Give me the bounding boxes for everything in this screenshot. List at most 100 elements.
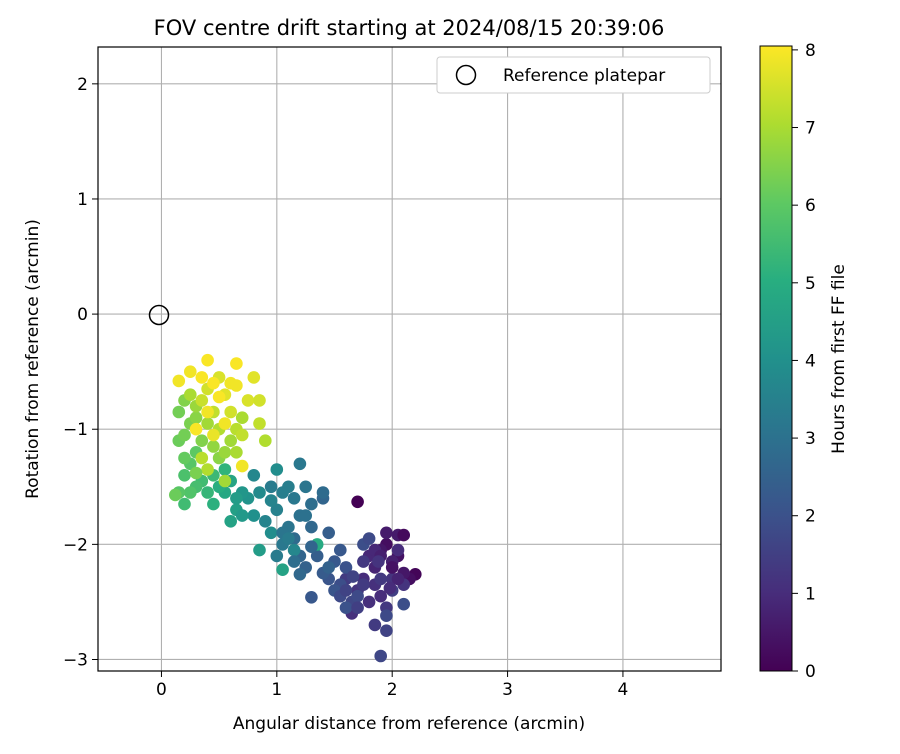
reference-platepar-marker bbox=[148, 304, 170, 326]
data-point bbox=[362, 532, 376, 545]
colorbar-tick-label: 0 bbox=[805, 662, 816, 682]
data-point bbox=[247, 509, 261, 522]
data-point bbox=[322, 526, 336, 540]
colorbar-tick-label: 4 bbox=[805, 351, 816, 371]
legend-marker-icon bbox=[455, 64, 477, 86]
data-point bbox=[385, 561, 399, 574]
data-point bbox=[207, 440, 220, 453]
data-point bbox=[178, 428, 191, 442]
colorbar-tick-label: 2 bbox=[805, 507, 816, 527]
data-point bbox=[247, 371, 261, 384]
data-point bbox=[305, 520, 318, 534]
data-point bbox=[299, 480, 313, 494]
grid bbox=[98, 47, 721, 671]
data-point bbox=[374, 572, 388, 586]
data-point bbox=[264, 494, 278, 507]
data-point bbox=[339, 601, 353, 614]
x-axis-ticks: 0 1 2 3 4 bbox=[156, 671, 628, 700]
data-point bbox=[218, 446, 232, 459]
data-point bbox=[224, 515, 237, 528]
colorbar-tick-label: 1 bbox=[805, 584, 816, 604]
data-point bbox=[305, 591, 318, 604]
data-point bbox=[270, 503, 284, 517]
data-point bbox=[351, 601, 364, 614]
data-point bbox=[287, 492, 301, 505]
data-point bbox=[293, 457, 307, 471]
data-point bbox=[235, 509, 249, 522]
data-point bbox=[287, 543, 301, 557]
data-point bbox=[339, 561, 353, 574]
data-point bbox=[368, 618, 382, 632]
data-point bbox=[201, 486, 214, 499]
data-point bbox=[218, 474, 232, 488]
data-point bbox=[241, 394, 255, 407]
data-point bbox=[178, 497, 191, 511]
x-tick-label: 3 bbox=[502, 680, 513, 700]
data-point bbox=[322, 561, 336, 574]
data-point bbox=[235, 428, 249, 442]
plot-frame bbox=[97, 46, 722, 672]
colorbar-tick-label: 7 bbox=[805, 119, 816, 139]
data-point bbox=[316, 486, 330, 499]
data-point bbox=[201, 417, 214, 430]
data-point bbox=[172, 405, 186, 419]
data-point bbox=[380, 526, 393, 540]
data-point bbox=[218, 417, 232, 430]
data-point bbox=[259, 515, 272, 528]
data-point bbox=[374, 589, 388, 603]
data-point bbox=[230, 492, 243, 505]
y-tick-label: −1 bbox=[63, 420, 88, 440]
data-point bbox=[178, 469, 191, 482]
data-point bbox=[299, 509, 313, 522]
data-point bbox=[357, 555, 370, 568]
data-point bbox=[184, 486, 197, 499]
colorbar-tick-label: 8 bbox=[805, 41, 816, 61]
data-point bbox=[207, 428, 220, 442]
data-point bbox=[346, 570, 360, 583]
data-point bbox=[201, 463, 214, 476]
legend: Reference platepar bbox=[436, 56, 711, 94]
colorbar-tick-label: 6 bbox=[805, 196, 816, 216]
x-tick-label: 0 bbox=[156, 680, 167, 700]
data-point bbox=[218, 463, 232, 476]
x-tick-label: 4 bbox=[618, 680, 629, 700]
data-point bbox=[391, 543, 405, 557]
colorbar-ticks: 0 1 2 3 4 5 6 7 8 bbox=[792, 41, 816, 682]
data-point bbox=[212, 390, 226, 404]
colorbar-tick-label: 3 bbox=[805, 429, 816, 449]
data-point bbox=[195, 434, 209, 448]
data-point bbox=[230, 446, 243, 459]
colorbar-gradient bbox=[759, 45, 793, 672]
data-point bbox=[380, 609, 393, 622]
x-tick-label: 1 bbox=[271, 680, 282, 700]
data-point bbox=[247, 469, 261, 482]
data-point bbox=[195, 451, 209, 465]
data-point bbox=[184, 388, 197, 402]
data-point bbox=[189, 466, 203, 480]
data-point bbox=[397, 528, 411, 542]
data-point bbox=[372, 555, 385, 568]
data-point bbox=[253, 394, 266, 407]
data-point bbox=[374, 649, 388, 663]
data-point bbox=[334, 543, 347, 557]
data-point bbox=[351, 495, 364, 509]
x-tick-label: 2 bbox=[387, 680, 398, 700]
y-tick-label: 1 bbox=[77, 190, 88, 210]
colorbar-tick-label: 5 bbox=[805, 274, 816, 294]
data-point bbox=[259, 434, 272, 448]
data-point bbox=[230, 357, 243, 370]
y-tick-label: 0 bbox=[77, 305, 88, 325]
colorbar: 0 1 2 3 4 5 6 7 8 Hours from first FF file bbox=[759, 41, 849, 682]
data-point bbox=[339, 584, 353, 597]
data-point bbox=[189, 422, 203, 436]
data-point bbox=[169, 488, 182, 502]
data-point bbox=[253, 543, 266, 557]
data-point bbox=[235, 411, 249, 425]
data-point bbox=[276, 563, 289, 576]
data-point bbox=[264, 480, 278, 494]
y-axis-label: Rotation from reference (arcmin) bbox=[23, 219, 43, 499]
data-point bbox=[224, 434, 237, 448]
data-point bbox=[357, 578, 370, 591]
